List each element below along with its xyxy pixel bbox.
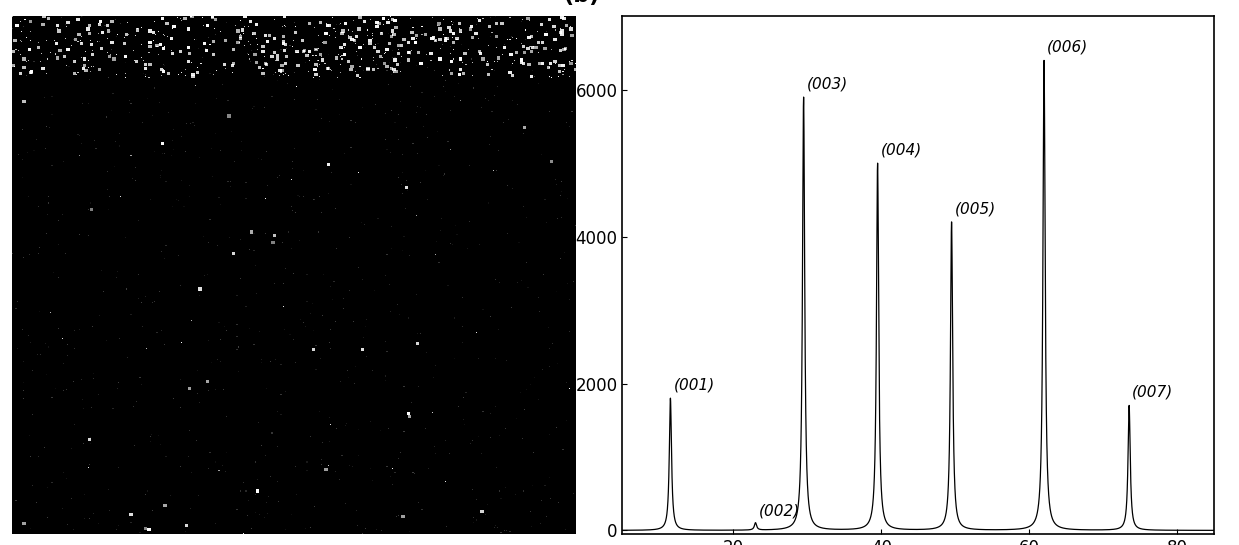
Text: (005): (005) — [954, 201, 996, 216]
Text: (001): (001) — [673, 377, 715, 392]
Text: (004): (004) — [881, 142, 922, 158]
Text: (006): (006) — [1047, 40, 1088, 54]
Y-axis label: Intensity (a.u.): Intensity (a.u.) — [551, 209, 570, 341]
Text: (002): (002) — [758, 504, 799, 519]
Text: (007): (007) — [1132, 385, 1173, 399]
Text: (003): (003) — [807, 76, 847, 91]
Text: (b): (b) — [564, 0, 600, 6]
